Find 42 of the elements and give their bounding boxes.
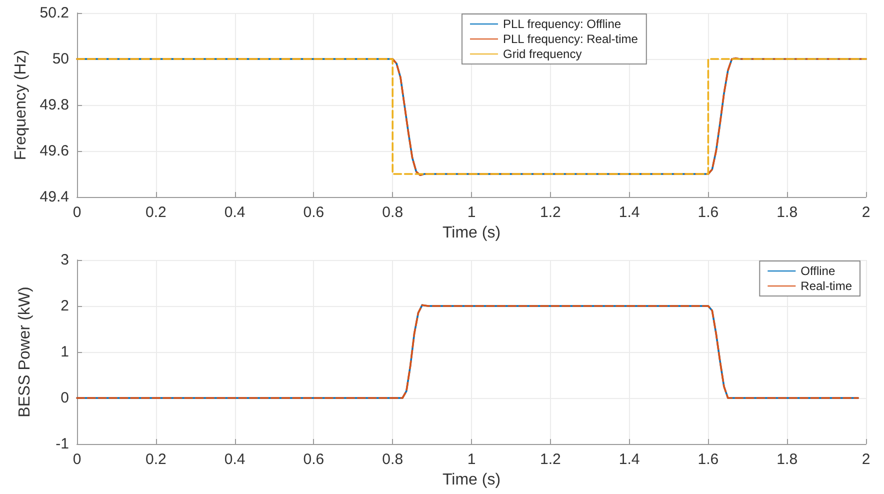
x-tick-label: 1.8 xyxy=(776,204,798,221)
x-tick-label: 1.6 xyxy=(698,451,719,468)
y-tick-label: 49.6 xyxy=(40,142,69,160)
y-tick-label: -1 xyxy=(56,436,69,452)
x-tick-label: 0.4 xyxy=(224,451,246,468)
legend-label: Grid frequency xyxy=(503,47,582,61)
legend-label: PLL frequency: Real-time xyxy=(503,32,638,46)
x-tick-label: 1.4 xyxy=(618,204,640,221)
y-axis-title: BESS Power (kW) xyxy=(16,286,34,418)
legend-label: Real-time xyxy=(800,279,852,293)
x-tick-label: 0.8 xyxy=(382,451,404,468)
y-axis-title: Frequency (Hz) xyxy=(12,50,30,160)
y-tick-label: 50 xyxy=(52,50,69,68)
x-tick-label: 1.2 xyxy=(540,451,561,468)
legend-label: Offline xyxy=(800,264,836,278)
x-tick-label: 1.2 xyxy=(540,204,561,221)
x-axis-title: Time (s) xyxy=(442,224,501,242)
y-tick-label: 3 xyxy=(60,252,69,268)
x-tick-label: 0.2 xyxy=(145,204,166,221)
y-tick-label: 2 xyxy=(60,298,69,314)
x-tick-label: 1 xyxy=(467,451,476,468)
y-tick-label: 49.4 xyxy=(40,188,69,206)
x-tick-label: 2 xyxy=(862,204,870,221)
y-tick-label: 1 xyxy=(60,344,69,360)
x-axis-title: Time (s) xyxy=(442,471,501,488)
x-tick-label: 1.8 xyxy=(776,451,798,468)
x-tick-label: 0.6 xyxy=(303,204,324,221)
x-tick-label: 0 xyxy=(72,204,82,221)
x-tick-label: 2 xyxy=(862,451,870,468)
x-tick-label: 0.2 xyxy=(145,451,166,468)
x-tick-label: 1.6 xyxy=(698,204,719,221)
x-tick-label: 1 xyxy=(467,204,476,221)
x-tick-label: 0 xyxy=(72,451,82,468)
line-series xyxy=(76,304,860,399)
x-tick-label: 0.8 xyxy=(382,204,404,221)
x-tick-label: 0.4 xyxy=(224,204,246,221)
x-tick-label: 1.4 xyxy=(618,451,640,468)
y-tick-label: 0 xyxy=(60,390,69,406)
legend-label: PLL frequency: Offline xyxy=(503,17,622,31)
y-tick-label: 50.2 xyxy=(40,4,69,22)
x-tick-label: 0.6 xyxy=(303,451,324,468)
y-tick-label: 49.8 xyxy=(40,96,69,114)
